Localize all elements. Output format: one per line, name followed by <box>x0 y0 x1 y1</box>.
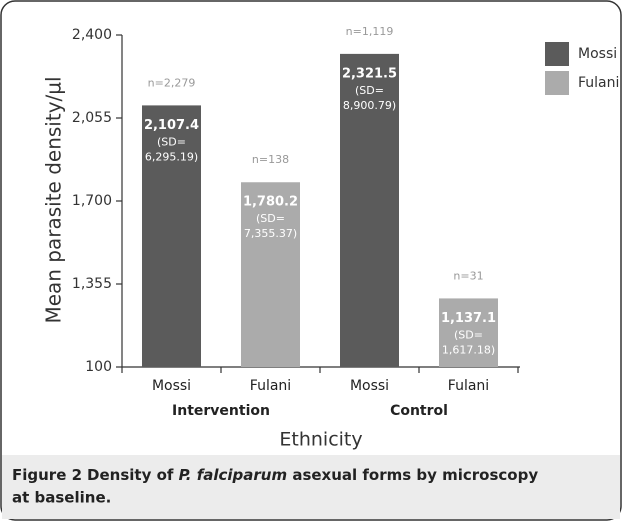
y-axis-label: Mean parasite density/µl <box>42 76 66 323</box>
legend-swatch <box>545 71 569 95</box>
sd-label: 1,617.18) <box>442 343 495 356</box>
sd-label: (SD= <box>256 212 285 225</box>
y-tick-label: 100 <box>85 359 112 375</box>
n-label: n=31 <box>453 269 483 282</box>
sd-label: 6,295.19) <box>145 150 198 163</box>
bar <box>439 298 498 367</box>
y-tick-label: 1,355 <box>72 276 112 292</box>
caption-text: at baseline. <box>12 489 111 507</box>
bar <box>142 105 201 368</box>
bar <box>340 53 399 368</box>
n-label: n=138 <box>252 153 289 166</box>
sd-label: (SD= <box>355 84 384 97</box>
caption-text: Density of <box>87 466 179 484</box>
x-tick-label: Fulani <box>250 378 291 394</box>
sd-label: (SD= <box>157 135 186 148</box>
caption-label: Figure 2 <box>12 466 82 484</box>
value-label: 2,321.5 <box>342 66 397 81</box>
n-label: n=2,279 <box>148 76 196 89</box>
sd-label: 7,355.37) <box>244 227 297 240</box>
bar <box>241 182 300 367</box>
caption-text: asexual forms by microscopy <box>287 466 538 484</box>
group-label: Control <box>390 403 448 419</box>
x-tick-label: Fulani <box>448 378 489 394</box>
y-tick-label: 2,400 <box>72 27 112 43</box>
value-label: 1,780.2 <box>243 195 298 210</box>
value-label: 2,107.4 <box>144 118 199 133</box>
caption-text: P. falciparum <box>179 466 287 484</box>
legend-label: Fulani <box>578 75 619 91</box>
legend-swatch <box>545 42 569 66</box>
sd-label: (SD= <box>454 328 483 341</box>
value-label: 1,137.1 <box>441 311 496 326</box>
n-label: n=1,119 <box>346 25 394 38</box>
legend-label: Mossi <box>578 46 617 62</box>
x-tick-label: Mossi <box>152 378 191 394</box>
caption: Figure 2 Density of P. falciparum asexual… <box>12 466 538 484</box>
y-tick-label: 2,055 <box>72 110 112 126</box>
sd-label: 8,900.79) <box>343 99 396 112</box>
x-tick-label: Mossi <box>350 378 389 394</box>
x-axis-label: Ethnicity <box>279 429 362 451</box>
y-tick-label: 1,700 <box>72 193 112 209</box>
group-label: Intervention <box>172 403 270 419</box>
caption-background <box>2 455 620 519</box>
